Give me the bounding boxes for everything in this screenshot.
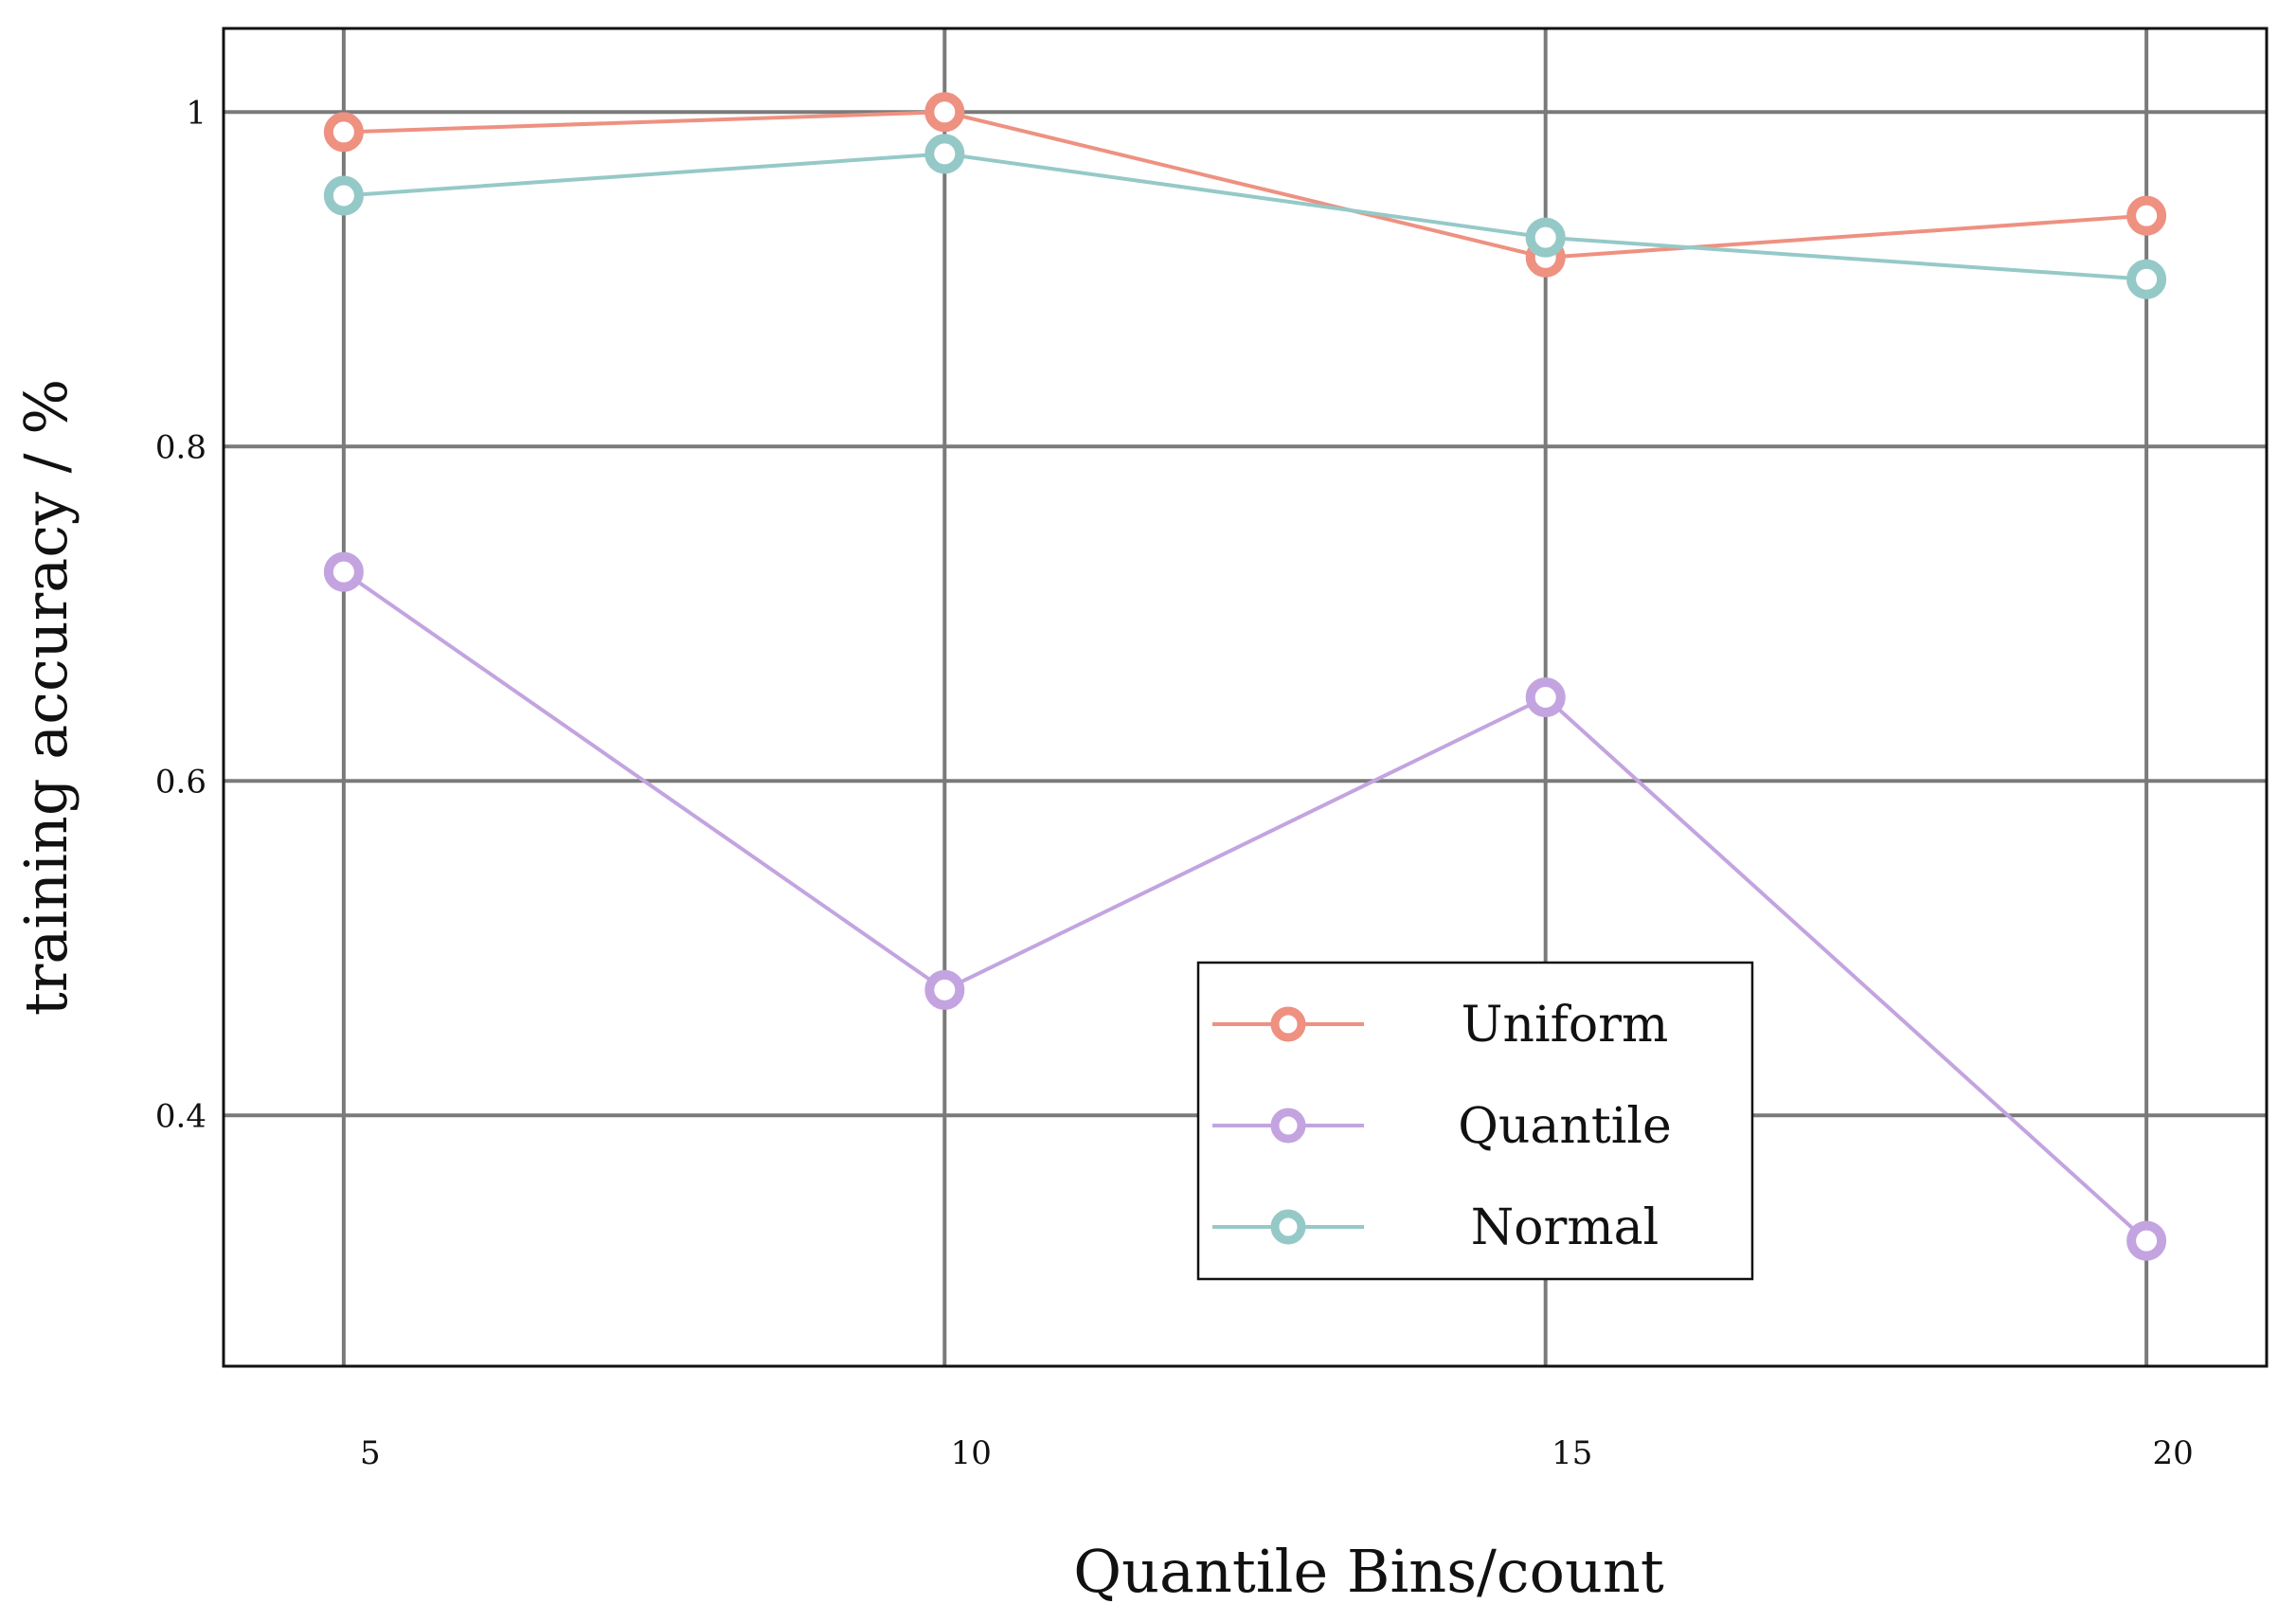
data-point (1525, 217, 1566, 258)
legend-entry: Uniform (1212, 997, 1668, 1054)
series-quantile (323, 551, 2167, 1261)
data-point (1525, 677, 1566, 717)
series-line (343, 152, 2147, 281)
x-tick-label: 20 (2152, 1434, 2193, 1472)
legend-entry: Normal (1212, 1199, 1659, 1256)
data-point (2126, 195, 2167, 236)
legend-marker (1270, 1108, 1306, 1144)
series-line (343, 110, 2147, 260)
data-point (2126, 1220, 2167, 1261)
legend-entry: Quantile (1212, 1098, 1672, 1155)
legend-marker (1270, 1006, 1306, 1042)
tick-labels: 0.40.60.815 10 15 20 (155, 94, 2194, 1472)
data-point (924, 134, 965, 174)
x-axis-title: Quantile Bins/count (1073, 1537, 1664, 1606)
legend-label: Uniform (1462, 997, 1669, 1054)
y-axis-title: training accuracy / % (11, 379, 81, 1016)
legend-label: Quantile (1458, 1098, 1672, 1155)
series-group (323, 92, 2167, 1261)
data-point (323, 551, 364, 592)
y-tick-label: 1 (186, 94, 206, 132)
data-point (924, 92, 965, 133)
data-point (323, 175, 364, 216)
data-point (924, 969, 965, 1010)
series-line (342, 569, 2148, 1243)
legend-label: Normal (1471, 1199, 1659, 1256)
data-point (323, 112, 364, 153)
plot-area-frame (222, 27, 2269, 1368)
y-tick-label: 0.4 (155, 1097, 206, 1135)
series-normal (323, 134, 2167, 299)
y-tick-label: 0.6 (155, 763, 206, 801)
legend-marker (1270, 1209, 1306, 1245)
x-tick-label: 15 (1552, 1434, 1592, 1472)
x-tick-label: 10 (951, 1434, 992, 1472)
data-point (2126, 259, 2167, 299)
legend: Uniform Quantile Normal (1196, 961, 1754, 1281)
y-tick-label: 0.8 (155, 428, 206, 466)
x-tick-label: 5 (360, 1434, 381, 1472)
series-uniform (323, 92, 2167, 278)
